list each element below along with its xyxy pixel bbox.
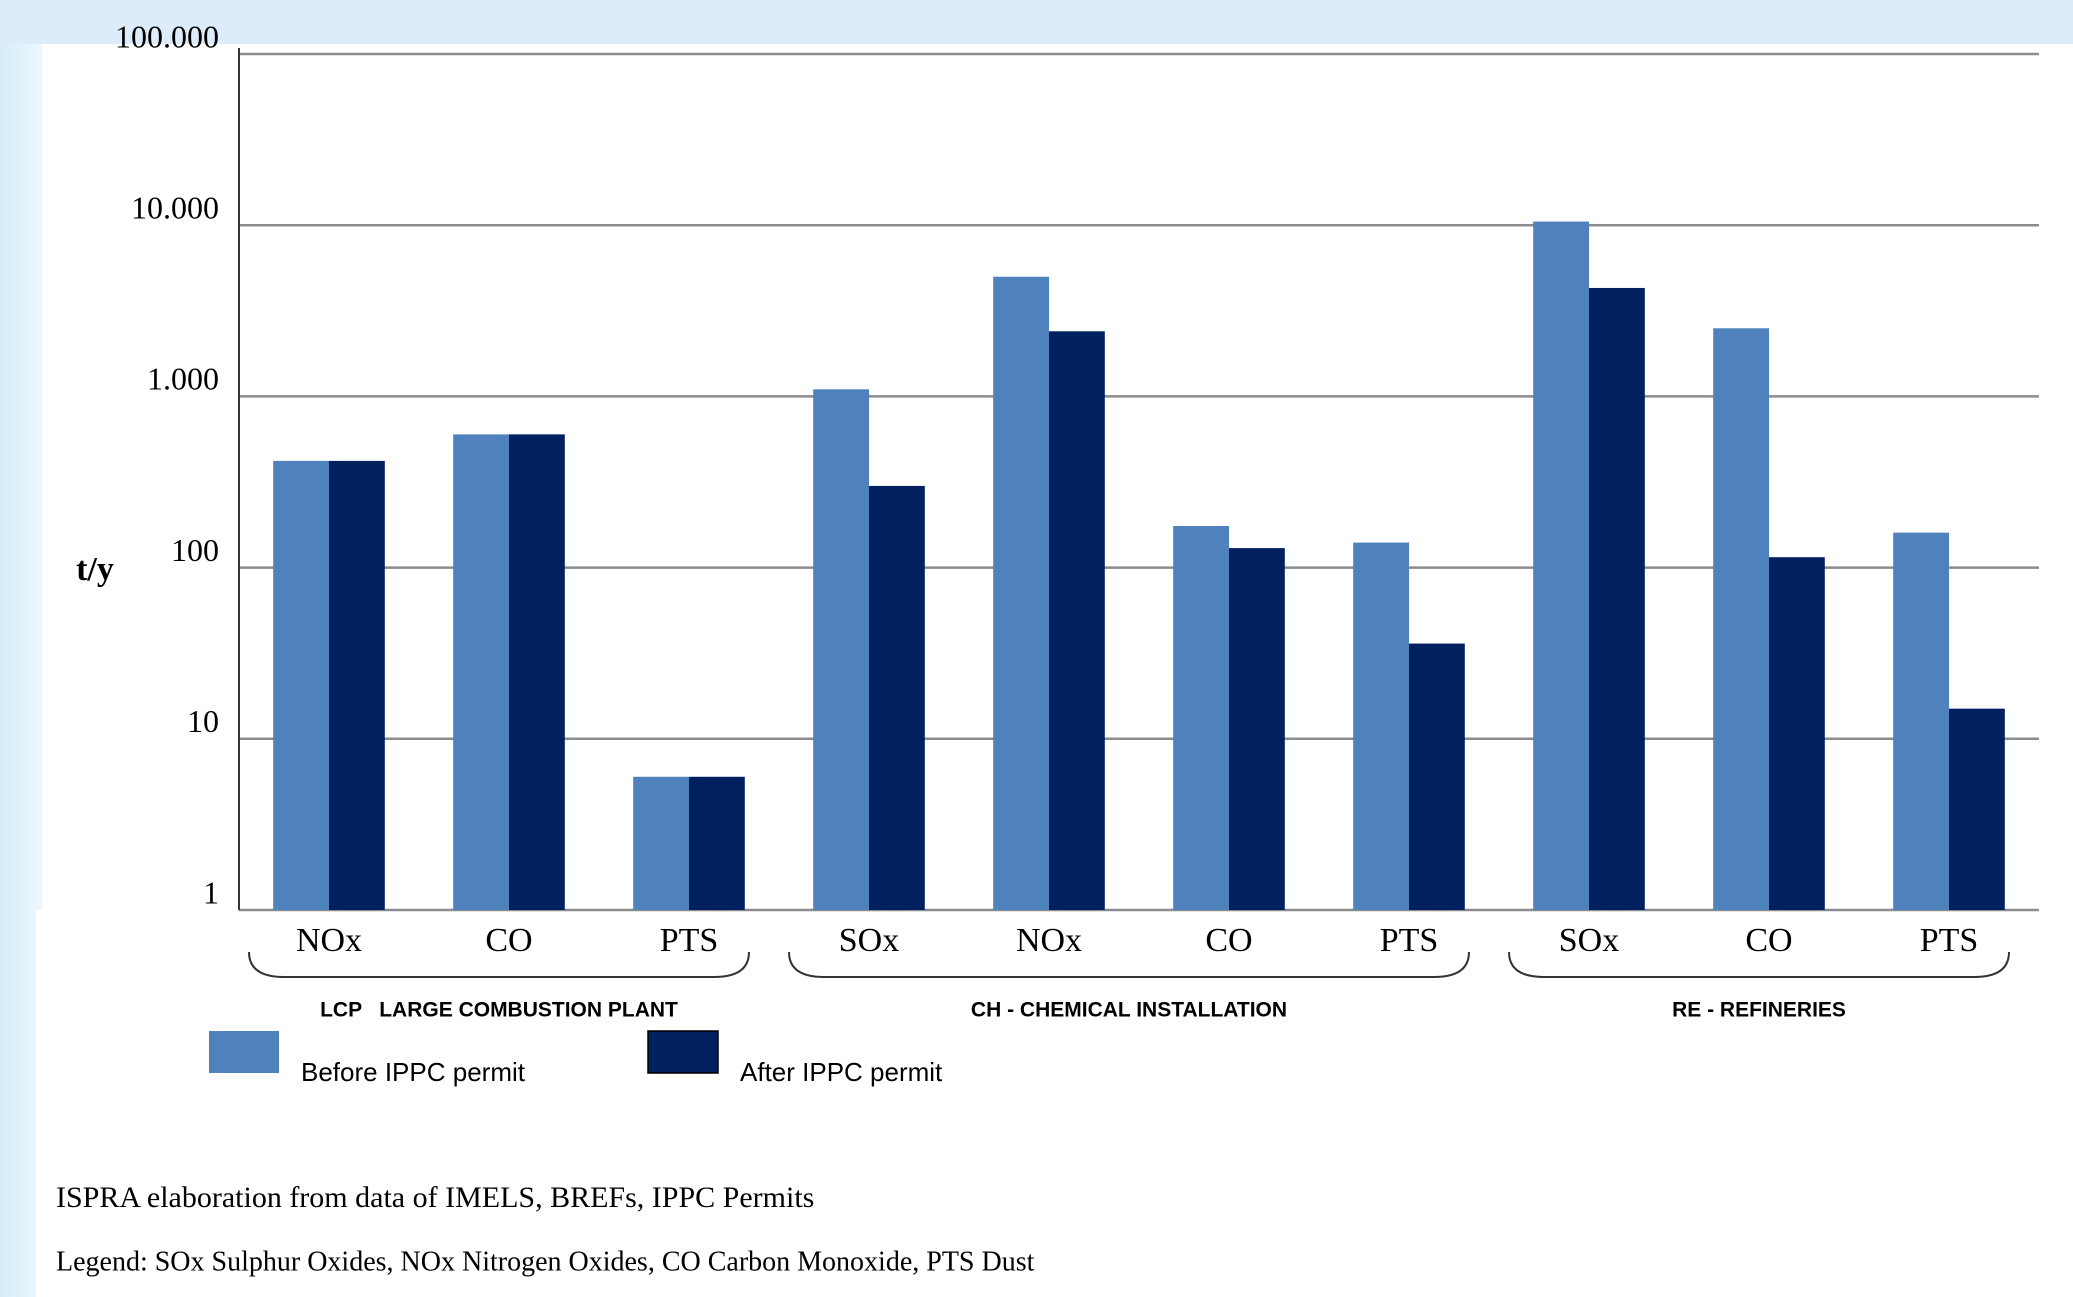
y-tick-label: 100.000 <box>115 18 219 54</box>
bar <box>1353 542 1409 910</box>
y-tick-label: 10 <box>187 703 219 739</box>
x-tick-label: PTS <box>1920 922 1979 959</box>
group-label: LCP LARGE COMBUSTION PLANT <box>320 999 678 1022</box>
bar <box>1949 708 2005 910</box>
footnote: Legend: SOx Sulphur Oxides, NOx Nitrogen… <box>56 1246 1035 1277</box>
x-tick-label: NOx <box>1016 922 1082 959</box>
bar <box>1049 331 1105 910</box>
bar <box>1229 548 1285 910</box>
x-tick-label: CO <box>1205 922 1252 959</box>
bar <box>813 389 869 910</box>
bar <box>633 776 689 910</box>
y-tick-label: 10.000 <box>131 190 219 226</box>
legend-swatch <box>647 1030 719 1074</box>
x-tick-label: CO <box>1745 922 1792 959</box>
bar <box>1173 525 1229 910</box>
group-brace <box>248 951 750 978</box>
bar <box>509 434 565 910</box>
group-label: CH - CHEMICAL INSTALLATION <box>971 999 1287 1022</box>
bar <box>1713 328 1769 910</box>
y-tick-label: 1.000 <box>147 361 219 397</box>
bar <box>1533 221 1589 910</box>
legend-label: After IPPC permit <box>740 1057 943 1087</box>
legend-label: Before IPPC permit <box>301 1057 526 1087</box>
lower-panel <box>36 910 2073 1297</box>
y-tick-label: 1 <box>203 874 219 910</box>
bar <box>273 460 329 910</box>
bar <box>329 460 385 910</box>
x-tick-label: SOx <box>1559 922 1619 959</box>
x-tick-label: NOx <box>296 922 362 959</box>
x-tick-label: PTS <box>660 922 719 959</box>
footnote: ISPRA elaboration from data of IMELS, BR… <box>56 1181 814 1214</box>
group-brace <box>1508 951 2010 978</box>
bar <box>453 434 509 910</box>
bar <box>1769 557 1825 910</box>
y-axis-label: t/y <box>76 551 114 588</box>
bar <box>993 276 1049 910</box>
bar <box>1893 532 1949 910</box>
top-band <box>0 0 2073 44</box>
bar <box>1409 643 1465 910</box>
x-tick-label: CO <box>485 922 532 959</box>
y-tick-label: 100 <box>171 532 219 568</box>
bar <box>869 485 925 910</box>
bar <box>1589 287 1645 910</box>
group-brace <box>788 951 1470 978</box>
x-tick-label: SOx <box>839 922 899 959</box>
x-tick-label: PTS <box>1380 922 1439 959</box>
legend-swatch <box>209 1031 279 1073</box>
group-label: RE - REFINERIES <box>1672 999 1846 1022</box>
bar <box>689 776 745 910</box>
